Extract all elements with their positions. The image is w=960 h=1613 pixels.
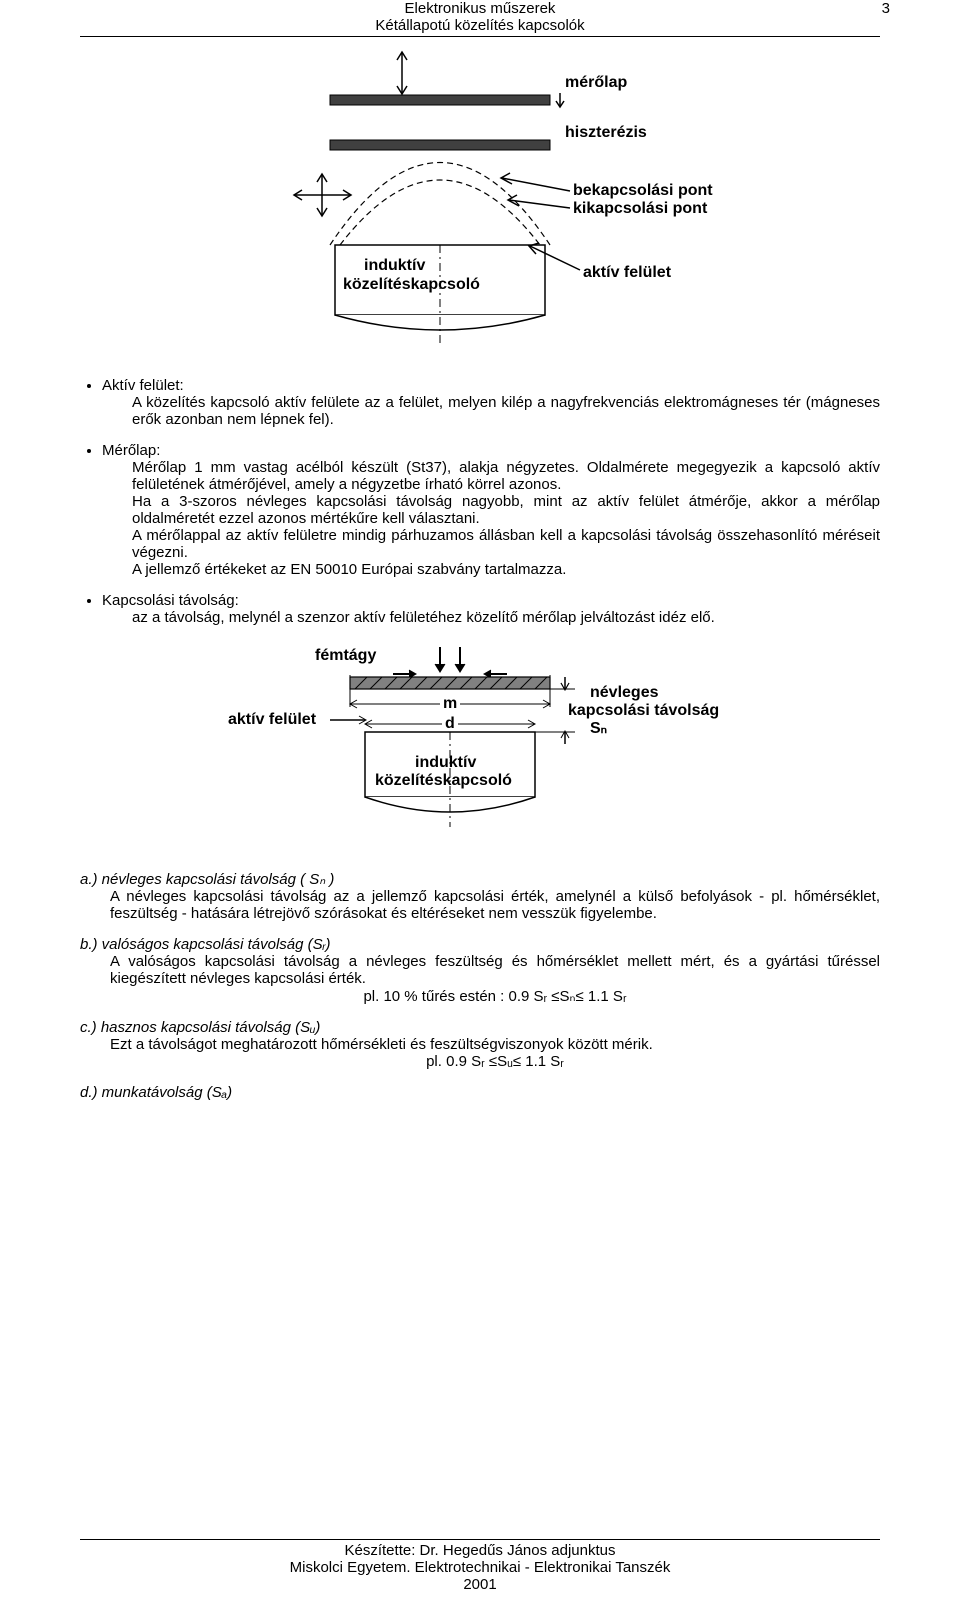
sub-a: a.) névleges kapcsolási távolság ( Sₙ ) … <box>80 870 880 922</box>
sub-a-title: a.) névleges kapcsolási távolság ( Sₙ ) <box>80 870 880 888</box>
figure-2: fémtágy m aktív felület <box>80 642 880 846</box>
fig1-label-hiszterezis: hiszterézis <box>565 124 647 141</box>
figure-2-svg: fémtágy m aktív felület <box>210 642 750 842</box>
fig2-label-nevleges2: kapcsolási távolság <box>568 702 719 719</box>
bullet-kapcsolasi-tavolsag: Kapcsolási távolság: az a távolság, mely… <box>102 592 880 626</box>
fig2-label-induktiv1: induktív <box>415 754 476 771</box>
fig1-label-kikapcsolasi: kikapcsolási pont <box>573 200 708 217</box>
bullet2-body1: Mérőlap 1 mm vastag acélból készült (St3… <box>132 459 880 493</box>
footer-line3: 2001 <box>80 1576 880 1593</box>
sub-c-formula: pl. 0.9 Sᵣ ≤Sᵤ≤ 1.1 Sᵣ <box>110 1053 880 1070</box>
bullet3-body: az a távolság, melynél a szenzor aktív f… <box>132 609 880 626</box>
fig2-label-aktiv: aktív felület <box>228 711 317 728</box>
page-number: 3 <box>882 0 890 17</box>
fig2-label-sn: Sₙ <box>590 720 607 737</box>
sub-b: b.) valóságos kapcsolási távolság (Sᵣ) A… <box>80 936 880 1005</box>
figure-1: mérőlap hiszterézis bekapcsolási pont ki… <box>80 45 880 359</box>
page-header: Elektronikus műszerek Kétállapotú közelí… <box>80 0 880 37</box>
bullet-aktiv-felulet: Aktív felület: A közelítés kapcsoló aktí… <box>102 377 880 428</box>
bullet2-body3: A mérőlappal az aktív felületre mindig p… <box>132 527 880 561</box>
footer-line1: Készítette: Dr. Hegedűs János adjunktus <box>80 1542 880 1559</box>
fig2-label-femtagy: fémtágy <box>315 647 376 664</box>
bullet2-body2: Ha a 3-szoros névleges kapcsolási távols… <box>132 493 880 527</box>
fig2-label-m: m <box>443 695 457 712</box>
header-line2: Kétállapotú közelítés kapcsolók <box>80 17 880 34</box>
fig1-label-aktiv: aktív felület <box>583 264 672 281</box>
sub-b-body: A valóságos kapcsolási távolság a névleg… <box>110 953 880 987</box>
bullet1-title: Aktív felület: <box>102 377 184 394</box>
page-footer: Készítette: Dr. Hegedűs János adjunktus … <box>80 1539 880 1593</box>
footer-line2: Miskolci Egyetem. Elektrotechnikai - Ele… <box>80 1559 880 1576</box>
sub-b-formula: pl. 10 % tűrés estén : 0.9 Sᵣ ≤Sₙ≤ 1.1 S… <box>110 987 880 1005</box>
sub-d: d.) munkatávolság (Sₐ) <box>80 1084 880 1101</box>
figure-1-svg: mérőlap hiszterézis bekapcsolási pont ki… <box>240 45 720 355</box>
bullet2-title: Mérőlap: <box>102 442 160 459</box>
sub-a-body: A névleges kapcsolási távolság az a jell… <box>110 888 880 922</box>
bullet-merolap: Mérőlap: Mérőlap 1 mm vastag acélból kés… <box>102 442 880 578</box>
fig2-label-induktiv2: közelítéskapcsoló <box>375 772 512 789</box>
fig1-label-induktiv1: induktív <box>364 257 425 274</box>
bullet2-body4: A jellemző értékeket az EN 50010 Európai… <box>132 561 880 578</box>
fig1-label-merolap: mérőlap <box>565 74 627 91</box>
sub-b-title: b.) valóságos kapcsolási távolság (Sᵣ) <box>80 936 880 953</box>
fig2-label-d: d <box>445 715 455 732</box>
sub-c-title: c.) hasznos kapcsolási távolság (Sᵤ) <box>80 1019 880 1036</box>
fig2-label-nevleges1: névleges <box>590 684 659 701</box>
sub-c-body: Ezt a távolságot meghatározott hőmérsékl… <box>110 1036 880 1053</box>
bullet3-title: Kapcsolási távolság: <box>102 592 239 609</box>
sub-c: c.) hasznos kapcsolási távolság (Sᵤ) Ezt… <box>80 1019 880 1070</box>
bullet-list: Aktív felület: A közelítés kapcsoló aktí… <box>80 377 880 626</box>
fig1-label-induktiv2: közelítéskapcsoló <box>343 276 480 293</box>
fig1-label-bekapcsolasi: bekapcsolási pont <box>573 182 713 199</box>
bullet1-body: A közelítés kapcsoló aktív felülete az a… <box>132 394 880 428</box>
sub-d-title: d.) munkatávolság (Sₐ) <box>80 1084 880 1101</box>
header-line1: Elektronikus műszerek <box>80 0 880 17</box>
sub-sections: a.) névleges kapcsolási távolság ( Sₙ ) … <box>80 870 880 1101</box>
